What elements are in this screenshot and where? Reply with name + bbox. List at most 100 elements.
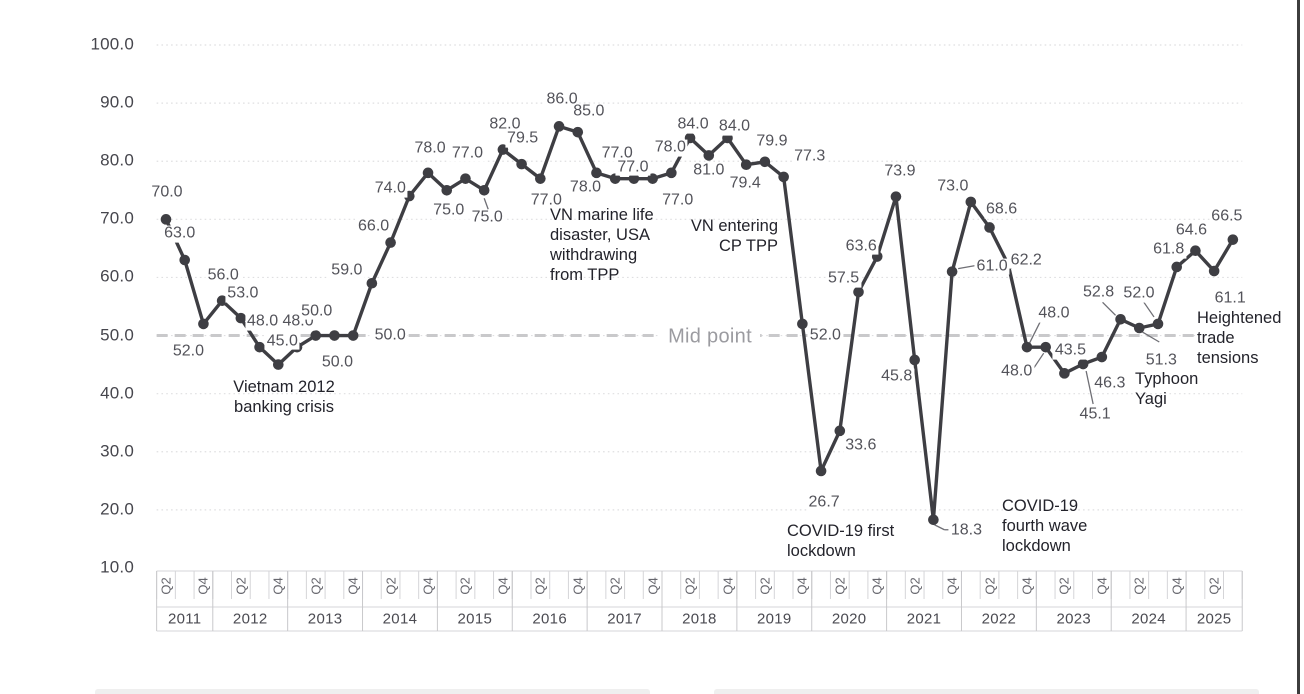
data-point — [235, 312, 247, 324]
bottom-card-right-edge — [714, 689, 1259, 694]
data-point — [1115, 313, 1126, 325]
data-label: 52.0 — [170, 342, 206, 361]
data-point — [1040, 341, 1051, 353]
quarter-label: Q2 — [532, 577, 548, 595]
data-label: 52.0 — [807, 326, 843, 345]
data-label: 57.5 — [825, 269, 862, 288]
data-point — [516, 158, 527, 170]
data-label: 46.3 — [1092, 374, 1128, 393]
label-leader-line — [958, 264, 976, 270]
event-annotation: VN marine life disaster, USA withdrawing fr… — [550, 206, 654, 284]
data-point — [1190, 245, 1201, 257]
data-point — [460, 173, 471, 184]
data-label: 26.7 — [806, 493, 842, 512]
quarter-label: Q4 — [720, 577, 735, 595]
year-label: 2013 — [307, 610, 343, 628]
data-point — [853, 286, 864, 298]
quarter-label: Q4 — [794, 577, 810, 595]
data-point — [385, 237, 396, 248]
data-label: 73.0 — [935, 177, 971, 196]
data-point — [797, 318, 808, 330]
data-label: 79.5 — [505, 129, 541, 148]
data-point — [478, 184, 490, 196]
data-label: 52.8 — [1080, 283, 1117, 302]
y-axis-label: 80.0 — [100, 150, 134, 170]
data-label: 50.0 — [299, 302, 335, 320]
year-label: 2022 — [981, 610, 1017, 628]
data-point — [984, 222, 995, 233]
data-point — [254, 341, 265, 353]
data-point — [1133, 322, 1145, 334]
label-leader-line — [1028, 321, 1041, 345]
data-label: 62.2 — [1008, 251, 1044, 270]
data-point — [1208, 265, 1220, 277]
event-annotation: COVID-19 fourth wave lockdown — [1002, 497, 1088, 555]
data-label: 59.0 — [329, 261, 365, 280]
data-point — [273, 359, 284, 370]
data-point — [1059, 368, 1070, 379]
quarter-label: Q4 — [944, 577, 960, 595]
data-label: 78.0 — [412, 139, 448, 158]
year-label: 2019 — [757, 610, 792, 628]
quarter-label: Q2 — [158, 577, 174, 595]
label-leader-line — [1085, 370, 1094, 405]
data-label: 82.0 — [487, 115, 523, 133]
label-leader-line — [1033, 352, 1045, 369]
y-axis-label: 40.0 — [100, 383, 134, 403]
data-point — [310, 330, 322, 341]
quarter-label: Q4 — [570, 577, 586, 595]
data-label: 77.0 — [599, 144, 635, 163]
data-label: 73.9 — [882, 162, 918, 181]
data-label: 61.8 — [1151, 240, 1187, 259]
data-label: 52.0 — [1121, 284, 1157, 303]
data-point — [553, 121, 565, 132]
data-label: 78.0 — [652, 138, 688, 157]
quarter-label: Q2 — [233, 577, 249, 595]
series-line — [164, 124, 1235, 522]
data-point — [1152, 318, 1164, 330]
data-label: 53.0 — [225, 284, 261, 303]
data-point — [909, 354, 920, 366]
quarter-label: Q2 — [757, 577, 773, 595]
data-label: 18.3 — [948, 521, 984, 540]
data-point — [1021, 341, 1033, 353]
bottom-card-left-edge — [95, 689, 650, 694]
quarter-label: Q4 — [495, 577, 511, 595]
data-label: 43.5 — [1052, 341, 1088, 360]
data-label: 61.1 — [1212, 289, 1248, 308]
event-annotation: Heightened trade tensions — [1197, 308, 1282, 368]
data-label: 64.6 — [1173, 221, 1209, 240]
data-label: 77.0 — [449, 144, 486, 163]
data-point — [740, 159, 752, 171]
data-label: 84.0 — [716, 117, 753, 136]
label-leader-line — [483, 198, 489, 210]
quarter-label: Q2 — [1056, 577, 1072, 595]
y-axis-label: 30.0 — [100, 441, 134, 461]
y-axis-label: 20.0 — [100, 499, 134, 519]
quarter-label: Q4 — [420, 577, 436, 595]
data-point — [759, 156, 771, 168]
y-axis-label: 60.0 — [100, 267, 134, 287]
quarter-label: Q4 — [1094, 577, 1110, 595]
data-label: 78.0 — [567, 178, 604, 197]
data-label: 48.0 — [1036, 304, 1072, 323]
data-point — [1096, 351, 1108, 363]
data-label: 48.0 — [999, 362, 1035, 381]
data-point — [890, 191, 902, 202]
data-label: 77.3 — [792, 147, 828, 166]
data-label: 50.0 — [319, 353, 356, 371]
data-label: 63.6 — [843, 237, 879, 255]
data-label: 86.0 — [544, 90, 580, 109]
quarter-label: Q2 — [682, 577, 698, 595]
data-point — [160, 214, 172, 225]
data-label: 63.0 — [162, 224, 198, 243]
data-label: 51.3 — [1143, 351, 1179, 370]
year-label: 2014 — [382, 610, 418, 628]
label-leader-line — [1102, 301, 1117, 316]
data-label: 45.8 — [879, 367, 915, 386]
data-label: 66.5 — [1209, 207, 1245, 226]
event-annotation: Vietnam 2012 banking crisis — [233, 378, 335, 416]
label-leader-line — [934, 524, 945, 531]
